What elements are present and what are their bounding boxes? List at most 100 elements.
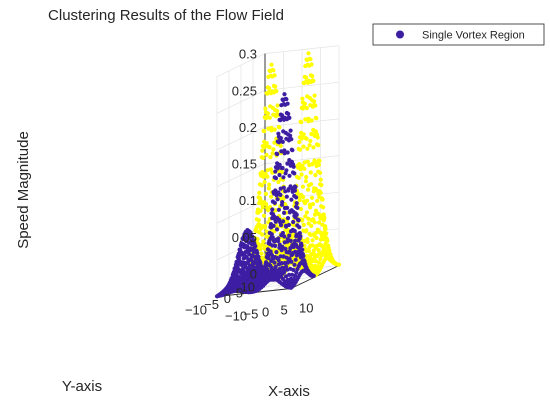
surface-point bbox=[255, 236, 260, 242]
surface-point bbox=[304, 75, 309, 80]
surface-point bbox=[294, 195, 299, 200]
surface-point bbox=[320, 234, 325, 239]
surface-point bbox=[303, 63, 308, 69]
surface-point bbox=[249, 258, 254, 263]
surface-point bbox=[299, 172, 304, 177]
surface-point bbox=[278, 223, 284, 228]
surface-point bbox=[273, 114, 278, 119]
surface-point bbox=[286, 111, 291, 116]
surface-point bbox=[314, 116, 319, 121]
chart-title: Clustering Results of the Flow Field bbox=[48, 7, 284, 24]
surface-point bbox=[283, 130, 288, 135]
surface-point bbox=[299, 136, 304, 141]
surface-point bbox=[309, 195, 315, 200]
surface-point bbox=[283, 246, 288, 251]
surface-point bbox=[297, 140, 302, 145]
surface-point bbox=[243, 243, 248, 248]
surface-point bbox=[265, 111, 270, 116]
surface-point bbox=[309, 182, 314, 187]
surface-point bbox=[238, 247, 243, 253]
surface-point bbox=[313, 208, 319, 213]
surface-point bbox=[268, 155, 273, 160]
surface-point bbox=[266, 186, 271, 191]
surface-point bbox=[299, 241, 304, 246]
surface-point bbox=[295, 217, 301, 222]
legend-box bbox=[372, 23, 545, 46]
surface-point bbox=[301, 132, 306, 137]
surface-point bbox=[311, 232, 316, 237]
surface-point bbox=[282, 92, 287, 97]
surface-point bbox=[273, 176, 279, 181]
surface-point bbox=[310, 74, 315, 79]
surface-point bbox=[306, 187, 311, 192]
surface-point bbox=[278, 261, 283, 266]
surface-point bbox=[295, 205, 300, 210]
surface-point bbox=[304, 210, 309, 215]
surface-point bbox=[267, 182, 272, 187]
surface-point bbox=[292, 213, 297, 218]
y-tick-label: 5 bbox=[236, 285, 243, 300]
surface-point bbox=[264, 152, 269, 157]
surface-point bbox=[300, 96, 305, 101]
surface-point bbox=[287, 233, 292, 238]
surface-point bbox=[278, 192, 283, 197]
surface-point bbox=[318, 215, 323, 220]
z-tick-label: 0.1 bbox=[239, 193, 257, 208]
surface-point bbox=[262, 180, 267, 185]
surface-point bbox=[297, 225, 302, 230]
surface-point bbox=[318, 256, 323, 261]
surface-point bbox=[309, 218, 314, 223]
surface-point bbox=[262, 225, 268, 230]
surface-point bbox=[298, 167, 303, 172]
surface-point bbox=[275, 152, 280, 157]
x-tick-label: −10 bbox=[225, 309, 247, 324]
surface-point bbox=[319, 196, 325, 201]
surface-point bbox=[277, 125, 282, 130]
surface-point bbox=[288, 285, 294, 290]
surface-point bbox=[280, 200, 285, 205]
surface-point bbox=[274, 227, 280, 232]
x-tick-label: 10 bbox=[299, 301, 313, 316]
surface-point bbox=[315, 198, 320, 203]
surface-point bbox=[275, 239, 281, 244]
surface-point bbox=[289, 259, 294, 264]
surface-point bbox=[257, 230, 262, 235]
surface-point bbox=[318, 177, 323, 182]
surface-point bbox=[318, 237, 323, 242]
surface-point bbox=[269, 62, 274, 67]
surface-point bbox=[248, 246, 253, 251]
surface-point bbox=[284, 168, 289, 173]
surface-point bbox=[314, 163, 319, 169]
surface-point bbox=[278, 118, 283, 123]
surface-point bbox=[303, 229, 308, 234]
surface-point bbox=[308, 79, 314, 85]
surface-point bbox=[282, 270, 287, 275]
surface-point bbox=[257, 200, 262, 206]
surface-point bbox=[300, 184, 305, 189]
surface-point bbox=[302, 81, 307, 86]
surface-point bbox=[259, 171, 264, 177]
surface-point bbox=[276, 258, 281, 263]
surface-point bbox=[270, 151, 275, 156]
surface-point bbox=[297, 236, 302, 241]
surface-point bbox=[296, 175, 301, 180]
surface-point bbox=[265, 208, 271, 213]
surface-point bbox=[286, 138, 291, 143]
surface-point bbox=[280, 265, 285, 270]
surface-point bbox=[294, 270, 299, 275]
surface-point bbox=[273, 84, 278, 89]
surface-point bbox=[284, 194, 289, 199]
surface-point bbox=[312, 93, 317, 98]
surface-point bbox=[324, 238, 329, 244]
surface-point bbox=[276, 140, 282, 145]
legend-marker bbox=[396, 30, 404, 39]
surface-point bbox=[290, 252, 295, 257]
surface-point bbox=[323, 224, 328, 229]
surface-point bbox=[313, 244, 318, 249]
surface-point bbox=[266, 252, 271, 257]
surface-point bbox=[270, 207, 275, 212]
surface-point bbox=[312, 220, 317, 225]
surface-point bbox=[288, 238, 293, 243]
surface-point bbox=[288, 246, 293, 251]
surface-point bbox=[304, 175, 309, 180]
